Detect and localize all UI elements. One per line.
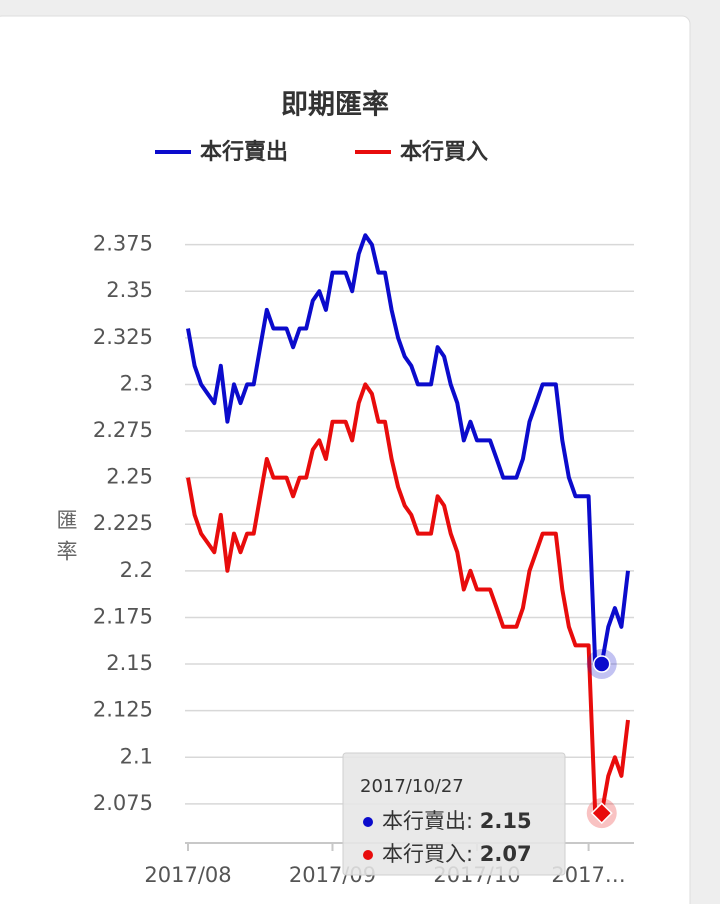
y-tick-label: 2.175 [93,604,153,628]
x-tick-label: 2017/08 [144,863,231,887]
y-tick-label: 2.1 [120,744,153,768]
tooltip-bullet [363,817,373,827]
highlight-point [590,802,613,825]
tooltip-box [342,752,566,876]
y-tick-label: 2.275 [93,418,153,442]
y-tick-label: 2.25 [106,465,153,489]
tooltip-series-name: 本行買入 [382,842,466,866]
chart-title: 即期匯率 [281,89,389,121]
highlight-point [592,655,611,673]
y-tick-label: 2.375 [93,232,153,256]
tooltip: 2017/10/27 本行賣出: 2.15 本行買入: 2.07 [342,752,566,876]
y-tick-label: 2.225 [93,511,153,535]
y-tick-label: 2.125 [93,698,153,722]
legend-label: 本行買入 [400,139,488,165]
y-tick-label: 2.3 [120,371,153,395]
y-tick-label: 2.2 [120,558,153,582]
legend-label: 本行賣出 [200,139,288,165]
series-line [186,382,630,816]
y-tick-label: 2.325 [93,325,153,349]
tooltip-bullet [363,850,373,860]
tooltip-series-name: 本行賣出 [382,809,466,833]
y-tick-label: 2.35 [106,278,153,302]
tooltip-sep: : [466,842,480,866]
tooltip-line: 本行賣出: 2.15 [382,809,532,833]
tooltip-sep: : [466,809,480,833]
tooltip-line: 本行買入: 2.07 [382,842,532,866]
y-axis-label: 匯率 [54,509,78,571]
tooltip-value: 2.15 [480,809,532,833]
card [0,15,691,904]
y-tick-label: 2.075 [93,791,153,815]
tooltip-value: 2.07 [480,842,532,866]
tooltip-date: 2017/10/27 [360,776,464,797]
series-line [186,233,630,667]
y-tick-label: 2.15 [106,651,153,675]
